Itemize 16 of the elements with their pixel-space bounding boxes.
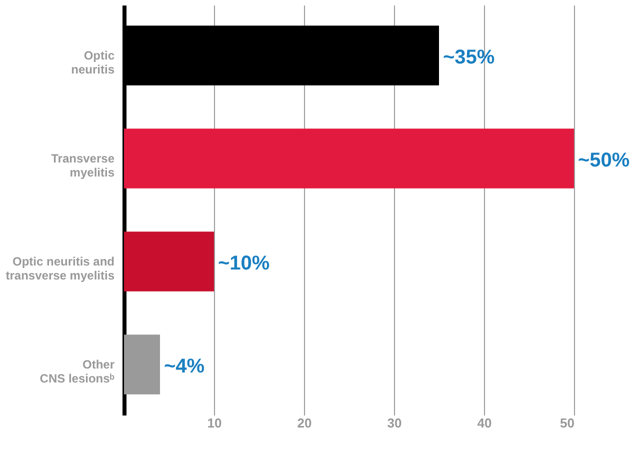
y-tick-label: Other CNS lesionsᵇ <box>40 358 115 386</box>
x-tick-label: 30 <box>387 416 402 430</box>
y-tick-label: Optic neuritis and transverse myelitis <box>6 254 115 283</box>
data-label: ~4% <box>164 356 205 378</box>
x-tick-label: 20 <box>297 416 312 430</box>
bar <box>124 232 214 292</box>
x-tick-label: 40 <box>477 416 492 430</box>
bar <box>124 334 160 394</box>
x-tick-label: 50 <box>560 416 574 430</box>
data-label: ~35% <box>443 46 495 68</box>
y-tick-label: Optic neuritis <box>71 48 115 76</box>
bar <box>124 128 574 188</box>
data-label: ~50% <box>578 149 630 172</box>
x-tick-label: 10 <box>207 416 222 430</box>
data-label: ~10% <box>218 252 270 275</box>
y-tick-label: Transverse myelitis <box>51 151 115 180</box>
